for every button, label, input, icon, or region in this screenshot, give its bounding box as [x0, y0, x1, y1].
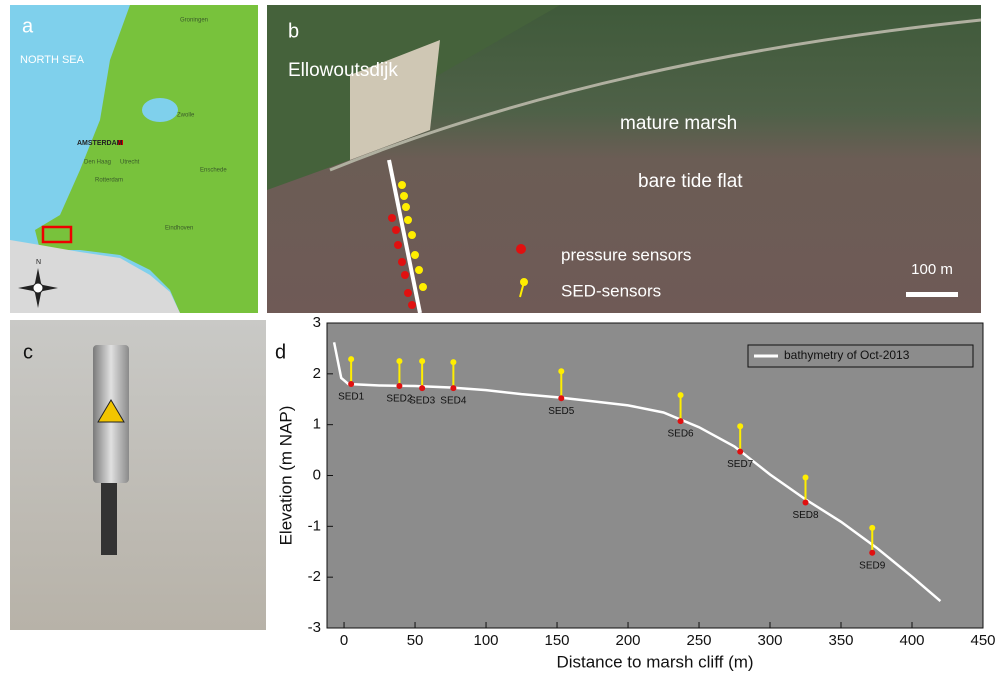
sensor-top — [869, 524, 876, 531]
y-tick-label: 2 — [313, 365, 321, 382]
rod — [101, 480, 117, 555]
sensor-top — [419, 358, 426, 365]
x-tick-label: 50 — [407, 632, 424, 649]
sensor-bed — [558, 395, 565, 402]
sensor-label: SED5 — [548, 406, 575, 417]
road — [329, 18, 982, 172]
sensor-label: SED3 — [409, 396, 436, 407]
sensor-label: SED8 — [792, 510, 819, 521]
panel-a: a NORTH SEA AMSTERDAM Groningen Zwolle D… — [10, 5, 258, 313]
sensor-top — [677, 392, 684, 399]
sensor-top — [558, 368, 565, 375]
neighbour — [10, 240, 180, 313]
sensor-bed — [450, 385, 457, 392]
land — [35, 5, 258, 313]
legend-box — [747, 344, 974, 368]
x-tick-label: 200 — [616, 632, 641, 649]
sed-markers — [398, 181, 528, 298]
x-tick-label: 350 — [828, 632, 853, 649]
sensor-bed — [396, 383, 403, 390]
x-tick-label: 300 — [757, 632, 782, 649]
city-label: Rotterdam — [95, 178, 123, 184]
sensor-top — [450, 359, 457, 366]
sensor-label: SED4 — [440, 396, 467, 407]
sensor-top — [348, 356, 355, 363]
panel-label: a — [22, 15, 34, 37]
y-tick-label: 0 — [313, 466, 321, 483]
x-tick-label: 0 — [340, 632, 348, 649]
y-tick-label: -3 — [308, 619, 321, 636]
zone-label: bare tide flat — [638, 171, 743, 192]
sensor-bed — [419, 385, 426, 392]
y-tick-label: 1 — [313, 416, 321, 433]
city-label: Eindhoven — [165, 226, 193, 232]
fields — [267, 5, 560, 190]
x-axis-label: Distance to marsh cliff (m) — [556, 652, 753, 671]
city-label: Zwolle — [177, 113, 195, 119]
capital-dot — [118, 140, 123, 145]
sea-label: NORTH SEA — [20, 54, 85, 66]
sensor-bed — [802, 499, 809, 506]
sensor-bed — [348, 381, 355, 387]
pressure-markers — [388, 214, 526, 309]
sensor-label: SED9 — [859, 560, 886, 571]
city-label: Den Haag — [84, 160, 111, 166]
x-tick-label: 450 — [970, 632, 995, 649]
y-tick-label: -1 — [308, 517, 321, 534]
scale-label: 100 m — [911, 261, 953, 278]
capital-label: AMSTERDAM — [77, 140, 123, 147]
panel-label: c — [23, 341, 33, 363]
y-axis-label: Elevation (m NAP) — [276, 406, 295, 546]
panel-label: b — [288, 20, 299, 42]
north-label: N — [36, 259, 41, 266]
site-label: Ellowoutsdijk — [288, 60, 398, 81]
legend-label: pressure sensors — [561, 245, 691, 264]
photo — [10, 320, 266, 630]
plot-area — [326, 322, 984, 629]
sensor-top — [737, 423, 744, 430]
x-tick-label: 100 — [474, 632, 499, 649]
scale-bar — [906, 292, 958, 297]
city-label: Enschede — [200, 168, 227, 174]
sensor-label: SED2 — [386, 394, 413, 405]
panel-c: c — [10, 320, 266, 630]
zone-label: mature marsh — [620, 113, 737, 134]
city-label: Utrecht — [120, 160, 140, 166]
compass: N — [18, 259, 58, 308]
x-tick-label: 250 — [687, 632, 712, 649]
lake — [142, 98, 178, 122]
city-label: Groningen — [180, 18, 208, 24]
sensor-label: SED6 — [667, 429, 694, 440]
sensor-top — [396, 358, 403, 365]
sensor-top — [802, 474, 809, 481]
x-tick-label: 150 — [545, 632, 570, 649]
y-tick-label: 3 — [313, 314, 321, 331]
x-tick-label: 400 — [899, 632, 924, 649]
site-box — [41, 225, 73, 244]
legend-label: bathymetry of Oct-2013 — [784, 348, 910, 362]
y-tick-label: -2 — [308, 568, 321, 585]
panel-d: d — [275, 341, 286, 363]
panel-label: d — [275, 341, 286, 363]
line — [332, 342, 942, 603]
sensor-label: SED1 — [338, 392, 365, 403]
sensor-label: SED7 — [727, 459, 754, 470]
sensor-bed — [677, 418, 684, 425]
warning — [97, 399, 125, 423]
legend-label: SED-sensors — [561, 281, 661, 300]
transect — [387, 159, 422, 314]
sensor-bed — [737, 448, 744, 455]
sensor-bed — [869, 549, 876, 556]
field — [350, 40, 440, 160]
panel-b: b Ellowoutsdijk mature marsh bare tide f… — [267, 5, 982, 314]
